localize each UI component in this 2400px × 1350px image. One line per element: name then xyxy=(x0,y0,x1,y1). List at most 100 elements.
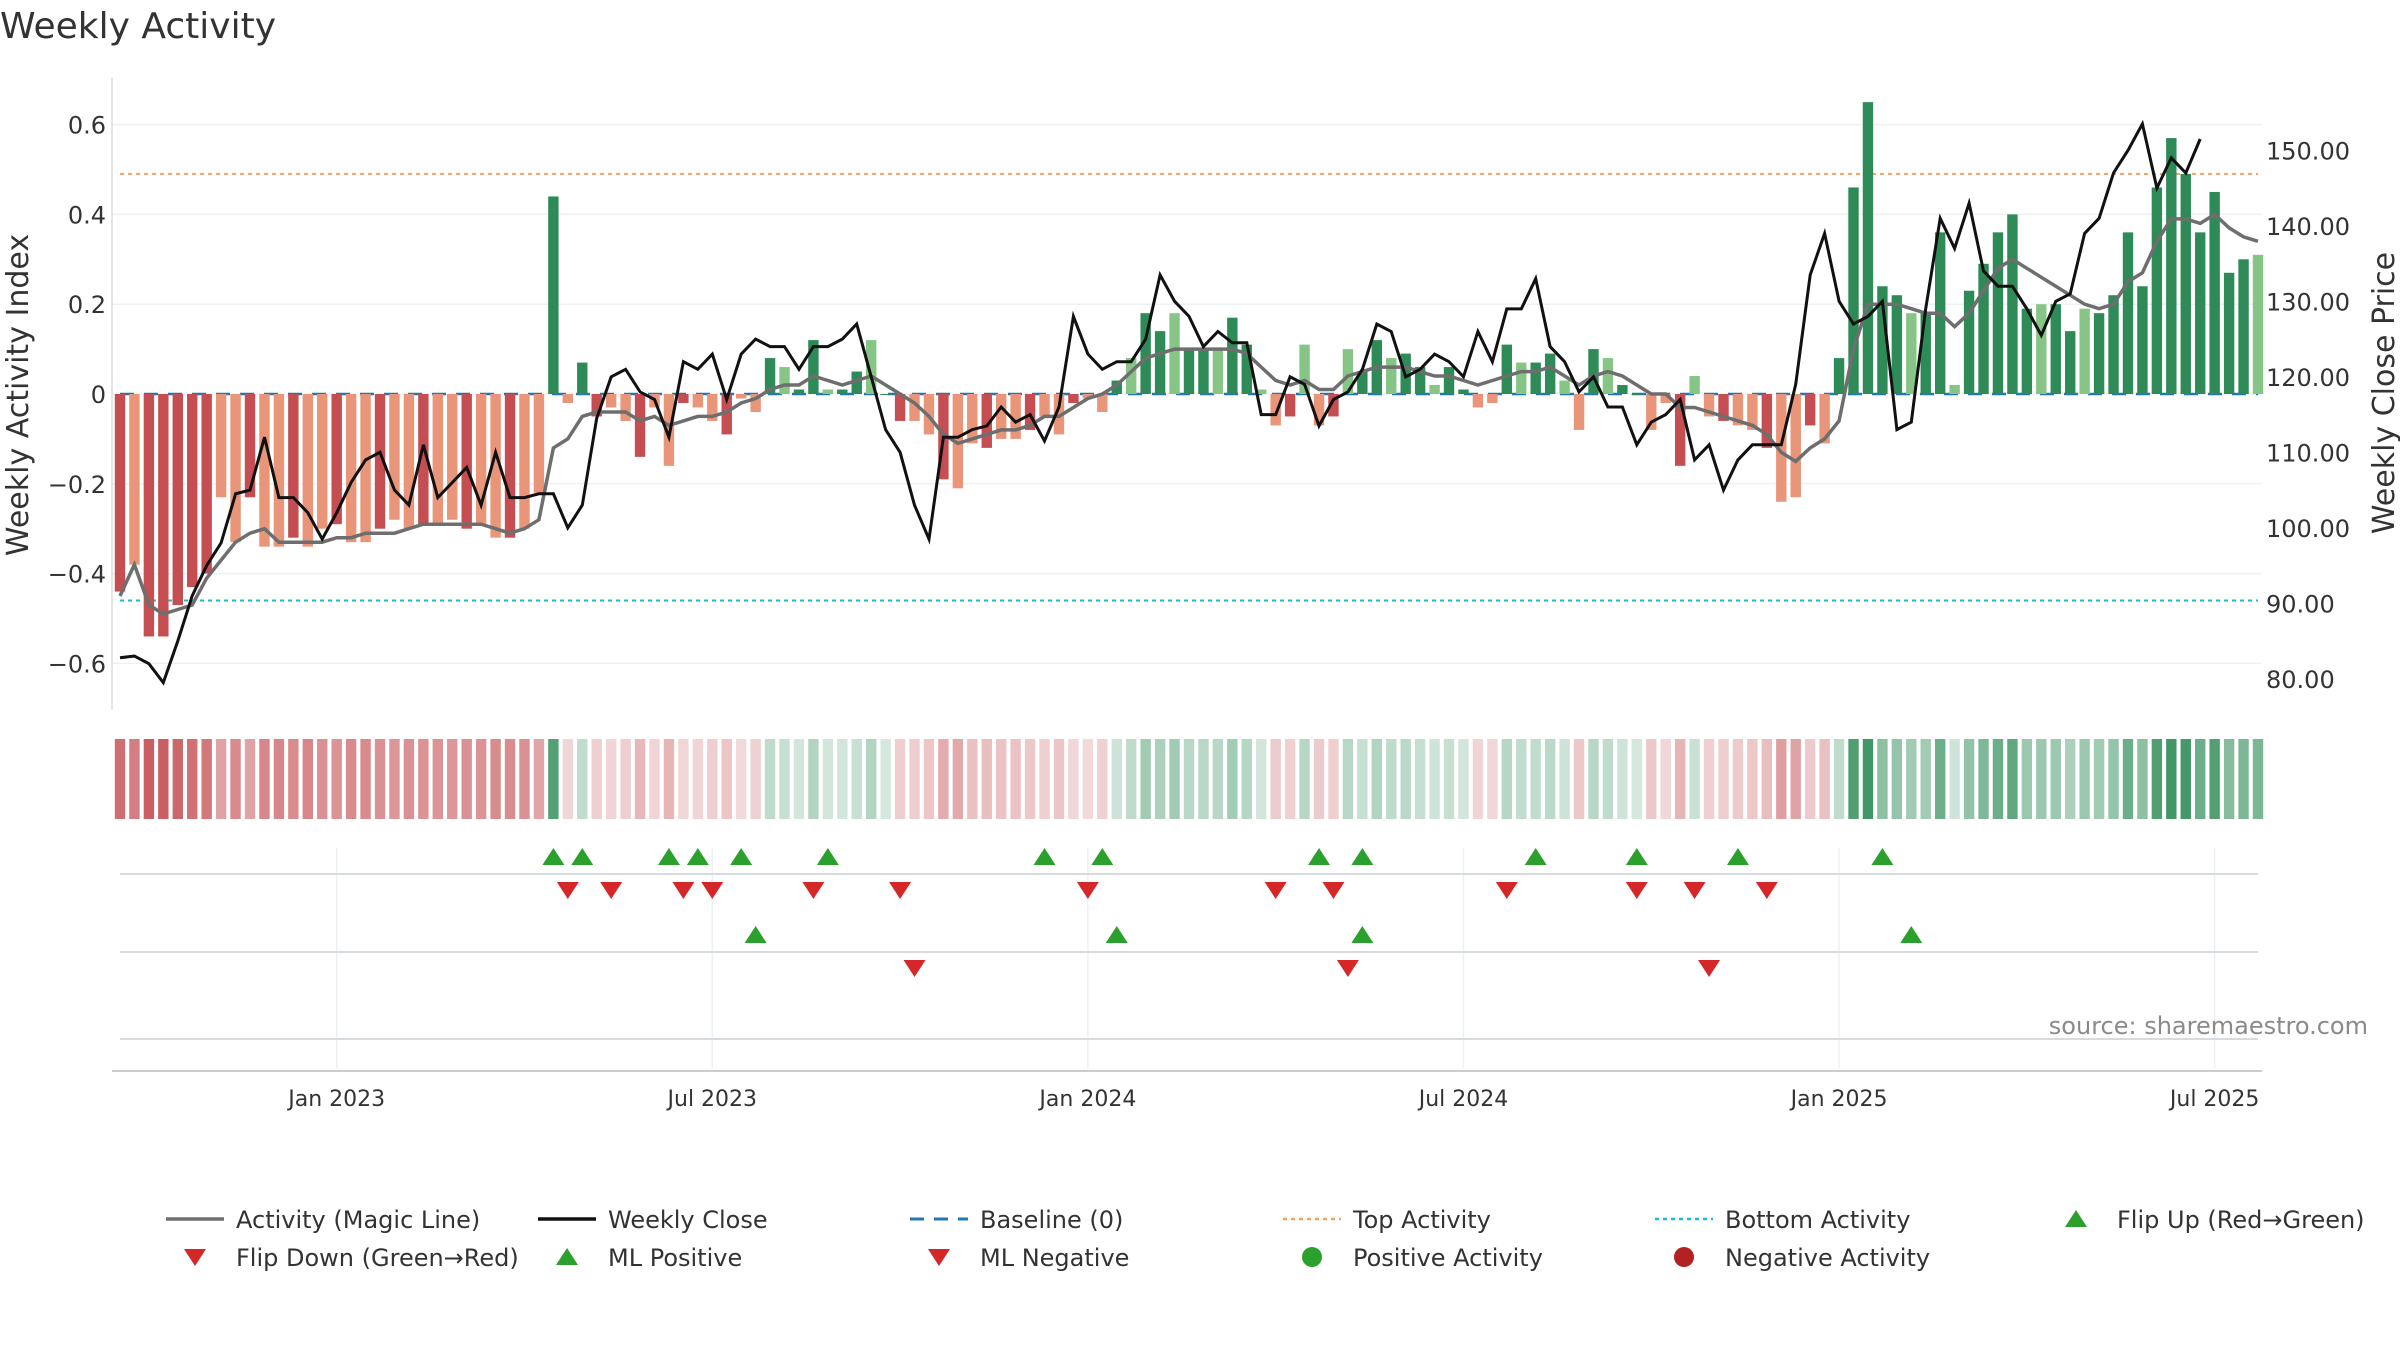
activity-bar xyxy=(1732,394,1744,426)
activity-bar xyxy=(1992,232,2004,394)
strip-cell xyxy=(1848,739,1859,819)
activity-bar xyxy=(1631,394,1643,395)
strip-cell xyxy=(1617,739,1628,819)
legend-symbol-ml_neg xyxy=(928,1249,950,1266)
activity-bar xyxy=(952,394,964,489)
flip-up-marker xyxy=(816,848,839,865)
flip-down-marker xyxy=(1076,882,1099,899)
activity-bar xyxy=(1357,371,1368,394)
strip-cell xyxy=(750,739,761,819)
flip-up-marker xyxy=(686,848,709,865)
activity-bar xyxy=(1111,380,1122,394)
strip-cell xyxy=(1299,739,1310,819)
activity-bar xyxy=(490,394,501,538)
activity-bars xyxy=(114,102,2264,637)
activity-bar xyxy=(605,394,617,408)
activity-bar xyxy=(1617,385,1628,394)
strip-cell xyxy=(952,739,964,819)
left-tick-label: 0.2 xyxy=(68,291,106,319)
left-tick-label: 0.4 xyxy=(68,201,106,229)
flip-down-marker xyxy=(701,882,724,899)
legend-symbol-flip_up xyxy=(2065,1210,2087,1227)
activity-bar xyxy=(1487,394,1498,403)
activity-bar xyxy=(432,394,444,525)
activity-bar xyxy=(1284,394,1296,417)
legend-symbol-pos_act xyxy=(1302,1247,1322,1267)
strip-cell xyxy=(1674,739,1686,819)
strip-cell xyxy=(201,739,212,819)
activity-bar xyxy=(620,394,631,421)
activity-bar xyxy=(302,394,313,547)
activity-bar xyxy=(2137,286,2148,394)
strip-cell xyxy=(475,739,487,819)
strip-cell xyxy=(577,739,588,819)
strip-cell xyxy=(1646,739,1657,819)
strip-cell xyxy=(909,739,920,819)
activity-bar xyxy=(1646,394,1657,430)
strip-cell xyxy=(1414,739,1426,819)
strip-cell xyxy=(1371,739,1382,819)
flip-up-marker xyxy=(730,848,753,865)
activity-bar xyxy=(1718,394,1729,421)
right-axis-label: Weekly Close Price xyxy=(2367,252,2400,534)
legend-symbol-neg_act xyxy=(1674,1247,1694,1267)
line-series xyxy=(118,119,2259,686)
strip-cell xyxy=(187,739,198,819)
strip-cell xyxy=(620,739,631,819)
activity-bar xyxy=(114,394,126,592)
activity-bar xyxy=(1978,263,1989,394)
activity-bar xyxy=(1140,313,1151,394)
legend-label-baseline: Baseline (0) xyxy=(980,1206,1123,1234)
activity-bar xyxy=(1068,394,1079,403)
right-tick-labels: 150.00 140.00 130.00 120.00 110.00 100.00 90.0… xyxy=(2266,137,2350,693)
strip-cell xyxy=(779,739,790,819)
activity-bar xyxy=(360,394,371,543)
strip-cell xyxy=(143,739,155,819)
activity-bar xyxy=(1414,367,1426,394)
strip-cell xyxy=(1227,739,1238,819)
activity-bar xyxy=(548,196,559,394)
activity-bar xyxy=(1848,187,1859,394)
ml-negative-marker xyxy=(1336,960,1359,977)
strip-cell xyxy=(1877,739,1888,819)
flip-down-marker xyxy=(556,882,579,899)
activity-bar xyxy=(1559,380,1570,394)
x-tick-label: Jul 2023 xyxy=(666,1087,758,1112)
flip-down-marker xyxy=(1322,882,1345,899)
activity-bar xyxy=(981,394,992,448)
strip-cell xyxy=(808,739,819,819)
source-note: source: sharemaestro.com xyxy=(2049,1012,2368,1040)
activity-bar xyxy=(1804,394,1816,426)
ml-positive-marker xyxy=(1351,926,1374,943)
activity-bar xyxy=(894,394,906,421)
strip-cell xyxy=(1357,739,1368,819)
strip-cell xyxy=(461,739,472,819)
activity-bar xyxy=(967,394,978,444)
right-tick-label: 150.00 xyxy=(2266,137,2350,165)
strip-cell xyxy=(302,739,313,819)
flip-up-marker xyxy=(571,848,594,865)
strip-cell xyxy=(374,739,386,819)
strip-cell xyxy=(1313,739,1325,819)
right-tick-label: 90.00 xyxy=(2266,590,2335,618)
activity-bar xyxy=(2050,304,2061,394)
legend-label-flip_up: Flip Up (Red→Green) xyxy=(2117,1206,2365,1234)
strip-cell xyxy=(259,739,270,819)
activity-bar xyxy=(577,362,588,394)
activity-bar xyxy=(1689,376,1700,394)
strip-cell xyxy=(2223,739,2235,819)
strip-cell xyxy=(1082,739,1094,819)
activity-bar xyxy=(1674,394,1686,466)
legend-label-pos_act: Positive Activity xyxy=(1353,1244,1543,1272)
strip-cell xyxy=(678,739,689,819)
activity-bar xyxy=(1703,394,1715,417)
activity-bar xyxy=(996,394,1007,439)
activity-bar xyxy=(403,394,415,529)
strip-cell xyxy=(1761,739,1773,819)
strip-cell xyxy=(981,739,992,819)
strip-cell xyxy=(519,739,530,819)
activity-bar xyxy=(345,394,357,543)
ml-negative-marker xyxy=(903,960,926,977)
activity-bar xyxy=(389,394,400,520)
strip-cell xyxy=(1949,739,1960,819)
